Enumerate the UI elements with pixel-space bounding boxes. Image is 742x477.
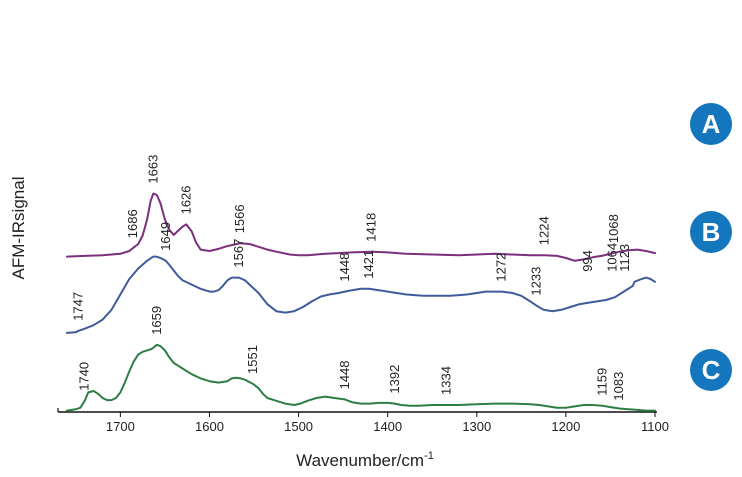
x-axis-title-main: Wavenumber/cm bbox=[296, 451, 424, 470]
peak-label-C-1659: 1659 bbox=[149, 306, 164, 335]
series-badge-B-label: B bbox=[702, 217, 721, 247]
peak-label-A-1566: 1566 bbox=[232, 204, 247, 233]
peak-label-B-1064: 1064 bbox=[604, 243, 619, 272]
peak-label-C-1740: 1740 bbox=[77, 362, 92, 391]
peak-label-A-1626: 1626 bbox=[178, 185, 193, 214]
peak-label-B-1649: 1649 bbox=[158, 222, 173, 251]
peak-label-C-1083: 1083 bbox=[611, 372, 626, 401]
peak-label-B-1123: 1123 bbox=[617, 244, 632, 272]
series-badge-C-label: C bbox=[702, 355, 721, 385]
series-layer bbox=[65, 192, 656, 412]
x-tick-label-1200: 1200 bbox=[551, 419, 580, 434]
peak-label-B-1421: 1421 bbox=[361, 250, 376, 279]
axes: 1700 1600 1500 1400 1300 1200 1100 bbox=[57, 408, 669, 434]
series-badge-B-circle bbox=[690, 211, 732, 253]
peak-labels-layer: 1686 1663 1626 1566 1418 1224 1068 1747 1649 1567… bbox=[71, 155, 633, 401]
peak-label-A-1224: 1224 bbox=[537, 216, 552, 245]
series-line-B bbox=[65, 255, 656, 334]
peak-label-B-1567: 1567 bbox=[231, 239, 246, 268]
series-badge-A-circle bbox=[690, 103, 732, 145]
x-axis-title-superscript: -1 bbox=[424, 450, 434, 462]
x-tick-label-1700: 1700 bbox=[106, 419, 135, 434]
peak-label-A-1663: 1663 bbox=[145, 155, 160, 184]
x-tick-label-1500: 1500 bbox=[284, 419, 313, 434]
x-tick-label-1600: 1600 bbox=[195, 419, 224, 434]
x-tick-label-1400: 1400 bbox=[373, 419, 402, 434]
series-badge-C-circle bbox=[690, 349, 732, 391]
peak-label-A-1068: 1068 bbox=[606, 214, 621, 243]
x-tick-label-1100: 1100 bbox=[641, 419, 669, 434]
series-badge-A-label: A bbox=[702, 109, 721, 139]
x-axis-title: Wavenumber/cm-1 bbox=[296, 450, 434, 470]
peak-label-C-1448: 1448 bbox=[337, 360, 352, 389]
peak-label-B-1233: 1233 bbox=[529, 267, 544, 296]
peak-label-B-994: 994 bbox=[580, 250, 595, 272]
peak-label-C-1392: 1392 bbox=[387, 365, 402, 394]
peak-label-A-1686: 1686 bbox=[125, 209, 140, 238]
series-badges: A B C bbox=[690, 103, 732, 391]
peak-label-C-1334: 1334 bbox=[439, 366, 454, 395]
peak-label-B-1747: 1747 bbox=[71, 292, 86, 321]
y-axis-title: AFM-IRsignal bbox=[9, 177, 28, 280]
peak-label-C-1159: 1159 bbox=[594, 368, 609, 396]
x-tick-label-1300: 1300 bbox=[462, 419, 491, 434]
peak-label-B-1272: 1272 bbox=[494, 253, 509, 282]
peak-label-A-1418: 1418 bbox=[364, 213, 379, 242]
peak-label-B-1448: 1448 bbox=[337, 253, 352, 282]
series-line-C bbox=[65, 343, 656, 412]
series-line-A bbox=[65, 192, 656, 262]
peak-label-C-1551: 1551 bbox=[245, 345, 260, 374]
